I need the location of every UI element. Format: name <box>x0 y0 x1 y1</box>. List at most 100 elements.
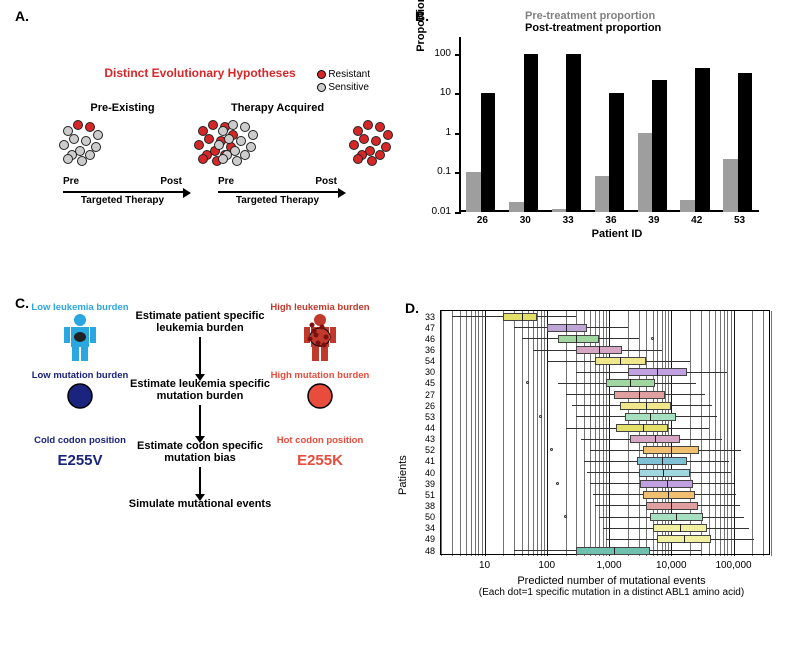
ytick-label: 39 <box>425 479 435 489</box>
circle-icon <box>65 381 95 411</box>
person-icon <box>60 313 100 363</box>
ytick-label: 30 <box>425 367 435 377</box>
xtick-label: 100 <box>522 560 572 571</box>
boxplot <box>441 402 771 410</box>
ytick-label: 40 <box>425 468 435 478</box>
bar-pre <box>638 133 653 212</box>
ytick-label: 38 <box>425 501 435 511</box>
xtick-label: 26 <box>461 215 504 226</box>
xtick-label: 53 <box>718 215 761 226</box>
ytick-label: 53 <box>425 412 435 422</box>
hypothesis: Pre-Existing PrePost Targeted Therapy <box>45 102 200 206</box>
boxplot <box>441 535 771 543</box>
panel-d: Patients 101001,00010,000100,000 33 47 4… <box>405 310 783 630</box>
ytick <box>455 133 461 135</box>
ytick-label: 50 <box>425 512 435 522</box>
bar-pre <box>466 172 481 212</box>
bar-post <box>566 54 581 212</box>
ytick-label: 41 <box>425 456 435 466</box>
panel-d-xsub: (Each dot=1 specific mutation in a disti… <box>440 587 783 598</box>
ytick <box>455 212 461 214</box>
down-arrow <box>199 337 201 375</box>
bar-pre <box>509 202 524 212</box>
panel-a: Distinct Evolutionary Hypotheses Resista… <box>30 38 370 248</box>
xtick-label: 33 <box>547 215 590 226</box>
bar-pre <box>680 200 695 212</box>
boxplot <box>441 480 771 488</box>
ytick-label: 51 <box>425 490 435 500</box>
xtick-label: 100,000 <box>709 560 759 571</box>
xtick-label: 42 <box>675 215 718 226</box>
panel-d-chart: 101001,00010,000100,000 33 47 46 36 54 3… <box>440 310 770 555</box>
bar-post <box>524 54 539 212</box>
bar-post <box>481 93 496 212</box>
boxplot <box>441 368 771 376</box>
legend-item: Sensitive <box>317 81 370 94</box>
panel-c: Low leukemia burden Estimate patient spe… <box>25 310 375 630</box>
xtick-label: 10,000 <box>646 560 696 571</box>
boxplot <box>441 357 771 365</box>
boxplot <box>441 446 771 454</box>
panel-b-chart: 0.010.111010026303336394253 <box>459 42 759 212</box>
ytick-label: 49 <box>425 534 435 544</box>
panel-d-ylabel: Patients <box>397 455 409 495</box>
gridline <box>771 311 772 556</box>
ytick-label: 0.01 <box>432 206 451 217</box>
panel-d-xlabel: Predicted number of mutational events <box>440 575 783 587</box>
bar-post <box>609 93 624 212</box>
bar-pre <box>552 209 567 212</box>
ytick-label: 54 <box>425 356 435 366</box>
step-text: Simulate mutational events <box>25 498 375 510</box>
boxplot <box>441 469 771 477</box>
legend-item: Resistant <box>317 68 370 81</box>
ytick-label: 43 <box>425 434 435 444</box>
boxplot <box>441 491 771 499</box>
ytick-label: 46 <box>425 334 435 344</box>
boxplot <box>441 335 771 343</box>
boxplot <box>441 524 771 532</box>
panel-a-legend: ResistantSensitive <box>317 68 370 94</box>
panel-b: Pre-treatment proportion Post-treatment … <box>415 12 775 247</box>
boxplot <box>441 313 771 321</box>
ytick-label: 0.1 <box>437 166 451 177</box>
xtick-label: 30 <box>504 215 547 226</box>
bar-post <box>652 80 667 212</box>
ytick-label: 10 <box>440 87 451 98</box>
boxplot <box>441 457 771 465</box>
xtick-label: 1,000 <box>584 560 634 571</box>
ytick-label: 47 <box>425 323 435 333</box>
down-arrow <box>199 467 201 495</box>
down-arrow <box>199 405 201 437</box>
ytick-label: 34 <box>425 523 435 533</box>
ytick-label: 52 <box>425 445 435 455</box>
boxplot <box>441 435 771 443</box>
ytick-label: 36 <box>425 345 435 355</box>
ytick-label: 33 <box>425 312 435 322</box>
boxplot <box>441 413 771 421</box>
bar-post <box>695 68 710 212</box>
boxplot <box>441 346 771 354</box>
ytick-label: 48 <box>425 546 435 556</box>
ytick-label: 27 <box>425 390 435 400</box>
boxplot <box>441 424 771 432</box>
ytick <box>455 93 461 95</box>
bar-pre <box>595 176 610 212</box>
hypothesis: Therapy Acquired PrePost Targeted Therap… <box>200 102 355 206</box>
boxplot <box>441 513 771 521</box>
boxplot <box>441 379 771 387</box>
ytick <box>455 54 461 56</box>
ytick-label: 26 <box>425 401 435 411</box>
person-icon <box>300 313 340 363</box>
xtick-label: 39 <box>632 215 675 226</box>
panel-b-xlabel: Patient ID <box>459 228 775 240</box>
panel-b-ylabel: Proportion of Population <box>415 0 427 72</box>
xtick-label: 10 <box>460 560 510 571</box>
xtick-label: 36 <box>590 215 633 226</box>
boxplot <box>441 391 771 399</box>
ytick-label: 100 <box>434 48 451 59</box>
bar-post <box>738 73 753 212</box>
panel-b-legend: Pre-treatment proportion Post-treatment … <box>525 10 661 34</box>
panel-label-a: A. <box>15 8 29 24</box>
circle-icon <box>305 381 335 411</box>
ytick-label: 44 <box>425 423 435 433</box>
